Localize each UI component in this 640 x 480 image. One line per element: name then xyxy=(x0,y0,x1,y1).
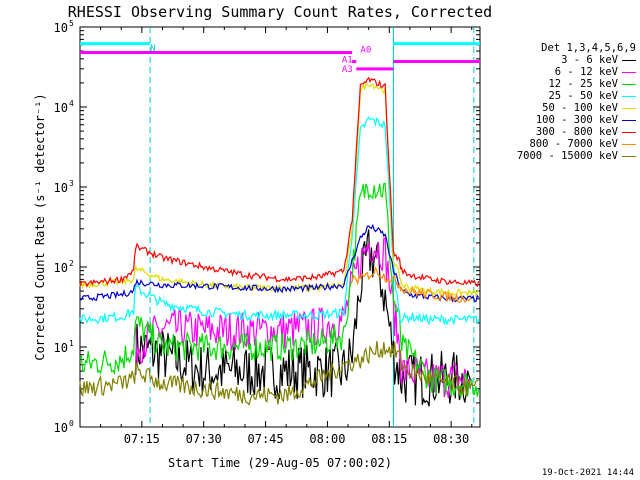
legend-entry: 100 - 300 keV xyxy=(484,114,636,126)
x-tick-label: 07:45 xyxy=(248,432,284,446)
legend-swatch xyxy=(622,59,636,61)
state-bars xyxy=(80,42,480,71)
x-axis-label: Start Time (29-Aug-05 07:00:02) xyxy=(168,456,392,470)
render-timestamp: 19-Oct-2021 14:44 xyxy=(541,468,634,478)
y-tick-label: 10 xyxy=(54,21,68,35)
annotation-label: A1 xyxy=(342,56,353,66)
legend-swatch xyxy=(622,119,636,121)
chart-title: RHESSI Observing Summary Count Rates, Co… xyxy=(68,3,492,21)
legend-title: Det 1,3,4,5,6,9 xyxy=(541,42,636,54)
legend-entry: 800 - 7000 keV xyxy=(484,138,636,150)
legend-entry: 3 - 6 keV xyxy=(484,54,636,66)
x-tick-label: 08:30 xyxy=(433,432,469,446)
legend-entry: 300 - 800 keV xyxy=(484,126,636,138)
x-tick-label: 07:15 xyxy=(124,432,160,446)
legend-swatch xyxy=(622,71,636,73)
series-lines xyxy=(79,76,480,407)
legend-swatch xyxy=(622,155,636,157)
legend-entry: 6 - 12 keV xyxy=(484,66,636,78)
legend-label: 6 - 12 keV xyxy=(554,66,618,78)
x-tick-label: 08:15 xyxy=(371,432,407,446)
legend-entry: 7000 - 15000 keV xyxy=(484,150,636,162)
legend-label: 800 - 7000 keV xyxy=(529,138,618,150)
y-tick-exponent: 4 xyxy=(69,99,74,108)
y-tick-exponent: 2 xyxy=(69,259,74,268)
legend-label: 7000 - 15000 keV xyxy=(516,150,618,162)
legend-entry: 12 - 25 keV xyxy=(484,78,636,90)
legend-swatch xyxy=(622,131,636,133)
legend-swatch xyxy=(622,95,636,97)
legend-label: 50 - 100 keV xyxy=(542,102,618,114)
series-line xyxy=(79,182,480,398)
annotation-label: N xyxy=(150,44,155,54)
legend-label: 100 - 300 keV xyxy=(535,114,618,126)
x-tick-label: 07:30 xyxy=(186,432,222,446)
plot-frame xyxy=(79,26,481,428)
annotation-label: A0 xyxy=(360,46,371,56)
legend-entry: 50 - 100 keV xyxy=(484,102,636,114)
y-tick-label: 10 xyxy=(54,181,68,195)
series-line xyxy=(79,82,479,298)
y-axis-label: Corrected Count Rate (s⁻¹ detector⁻¹) xyxy=(33,93,47,360)
series-line xyxy=(79,341,479,407)
legend-swatch xyxy=(622,83,636,85)
y-tick-label: 10 xyxy=(54,341,68,355)
y-tick-exponent: 0 xyxy=(69,419,74,428)
legend-label: 3 - 6 keV xyxy=(561,54,618,66)
legend-label: 25 - 50 keV xyxy=(548,90,618,102)
x-tick-label: 08:00 xyxy=(309,432,345,446)
legend-swatch xyxy=(622,143,636,145)
legend-swatch xyxy=(622,107,636,109)
series-line xyxy=(79,76,480,288)
y-tick-label: 10 xyxy=(54,261,68,275)
legend-label: 12 - 25 keV xyxy=(548,78,618,90)
y-tick-exponent: 3 xyxy=(69,179,74,188)
legend-label: 300 - 800 keV xyxy=(535,126,618,138)
x-tick-labels: 07:15 07:30 07:45 08:00 08:15 08:30 xyxy=(124,432,469,446)
y-tick-exponent: 5 xyxy=(69,19,74,28)
series-line xyxy=(79,116,480,326)
series-line xyxy=(79,223,480,303)
legend: Det 1,3,4,5,6,9 3 - 6 keV 6 - 12 keV 12 - … xyxy=(484,42,636,162)
y-tick-label: 10 xyxy=(54,421,68,435)
y-tick-exponent: 1 xyxy=(69,339,74,348)
series-line xyxy=(351,266,471,303)
y-tick-label: 10 xyxy=(54,101,68,115)
legend-entry: 25 - 50 keV xyxy=(484,90,636,102)
annotation-label: A3 xyxy=(342,65,353,75)
